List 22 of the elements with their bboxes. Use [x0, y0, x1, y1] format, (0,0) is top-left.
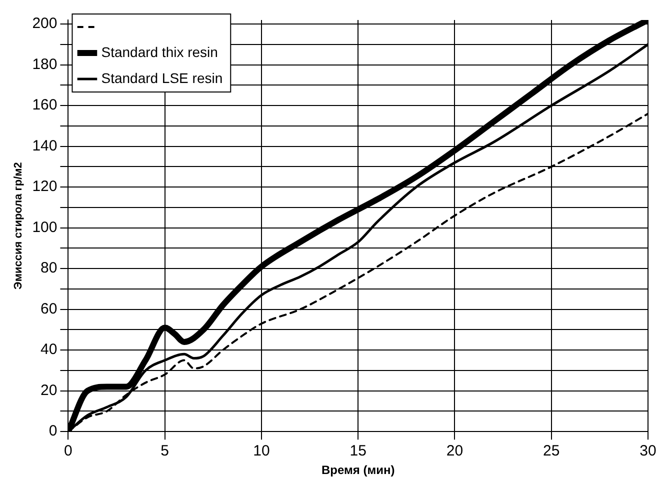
x-tick-label: 20 — [446, 442, 464, 460]
y-tick-label: 20 — [40, 382, 58, 399]
x-tick-label: 15 — [350, 442, 366, 460]
x-tick-label: 30 — [640, 442, 656, 460]
y-tick-label: 80 — [40, 260, 58, 277]
y-tick-label: 120 — [32, 178, 58, 196]
y-tick-label: 60 — [40, 300, 58, 318]
x-tick-label: 0 — [64, 442, 72, 460]
y-tick-label: 160 — [32, 96, 58, 114]
y-axis-title: Эмиссия стирола гр/м2 — [12, 162, 25, 290]
y-tick-label: 0 — [48, 422, 58, 440]
legend-label: Standard LSE resin — [101, 70, 223, 86]
x-axis-title: Время (мин) — [322, 463, 395, 478]
y-tick-label: 140 — [32, 137, 58, 154]
y-tick-label: 180 — [32, 56, 58, 73]
legend-label: Standard thix resin — [101, 44, 218, 60]
x-tick-label: 25 — [543, 442, 560, 460]
x-tick-label: 10 — [253, 442, 270, 460]
y-tick-label: 100 — [32, 218, 58, 236]
x-tick-label: 5 — [160, 442, 170, 460]
y-tick-label: 40 — [40, 341, 58, 358]
y-tick-label: 200 — [32, 15, 58, 32]
